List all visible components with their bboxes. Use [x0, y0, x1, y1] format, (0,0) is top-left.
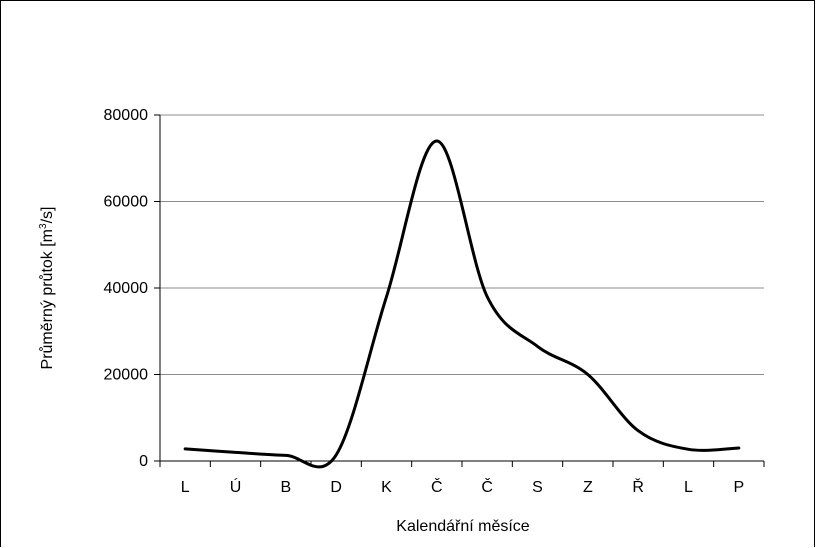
x-tick-label: B [280, 479, 291, 496]
y-tick-labels: 0 20000 40000 60000 80000 [104, 107, 149, 470]
axes [154, 114, 765, 467]
x-tick-label: Ř [632, 477, 644, 496]
y-axis-title-sup: 3 [38, 223, 49, 229]
y-tick-label: 80000 [104, 107, 149, 124]
y-axis-title: Průměrný průtok [m3/s] [38, 207, 56, 370]
x-tick-label: Č [431, 477, 443, 496]
x-tick-label: K [381, 479, 392, 496]
x-tick-label: P [733, 479, 744, 496]
x-tick-label: L [684, 479, 693, 496]
series-line [183, 139, 741, 469]
y-axis-title-tail: /s] [39, 207, 56, 224]
series [183, 139, 741, 469]
y-tick-label: 0 [139, 453, 148, 470]
x-tick-label: S [532, 479, 543, 496]
y-axis-title-main: Průměrný průtok [m [38, 229, 56, 369]
x-tick-label: L [181, 479, 190, 496]
y-tick-label: 60000 [104, 194, 149, 211]
x-tick-label: D [330, 479, 342, 496]
x-tick-label: Ú [230, 477, 242, 496]
gridlines [160, 114, 764, 375]
y-tick-label: 40000 [104, 280, 149, 297]
x-axis-title: Kalendářní měsíce [396, 518, 530, 535]
x-tick-label: Z [583, 479, 593, 496]
y-tick-label: 20000 [104, 367, 149, 384]
x-tick-label: Č [481, 477, 493, 496]
